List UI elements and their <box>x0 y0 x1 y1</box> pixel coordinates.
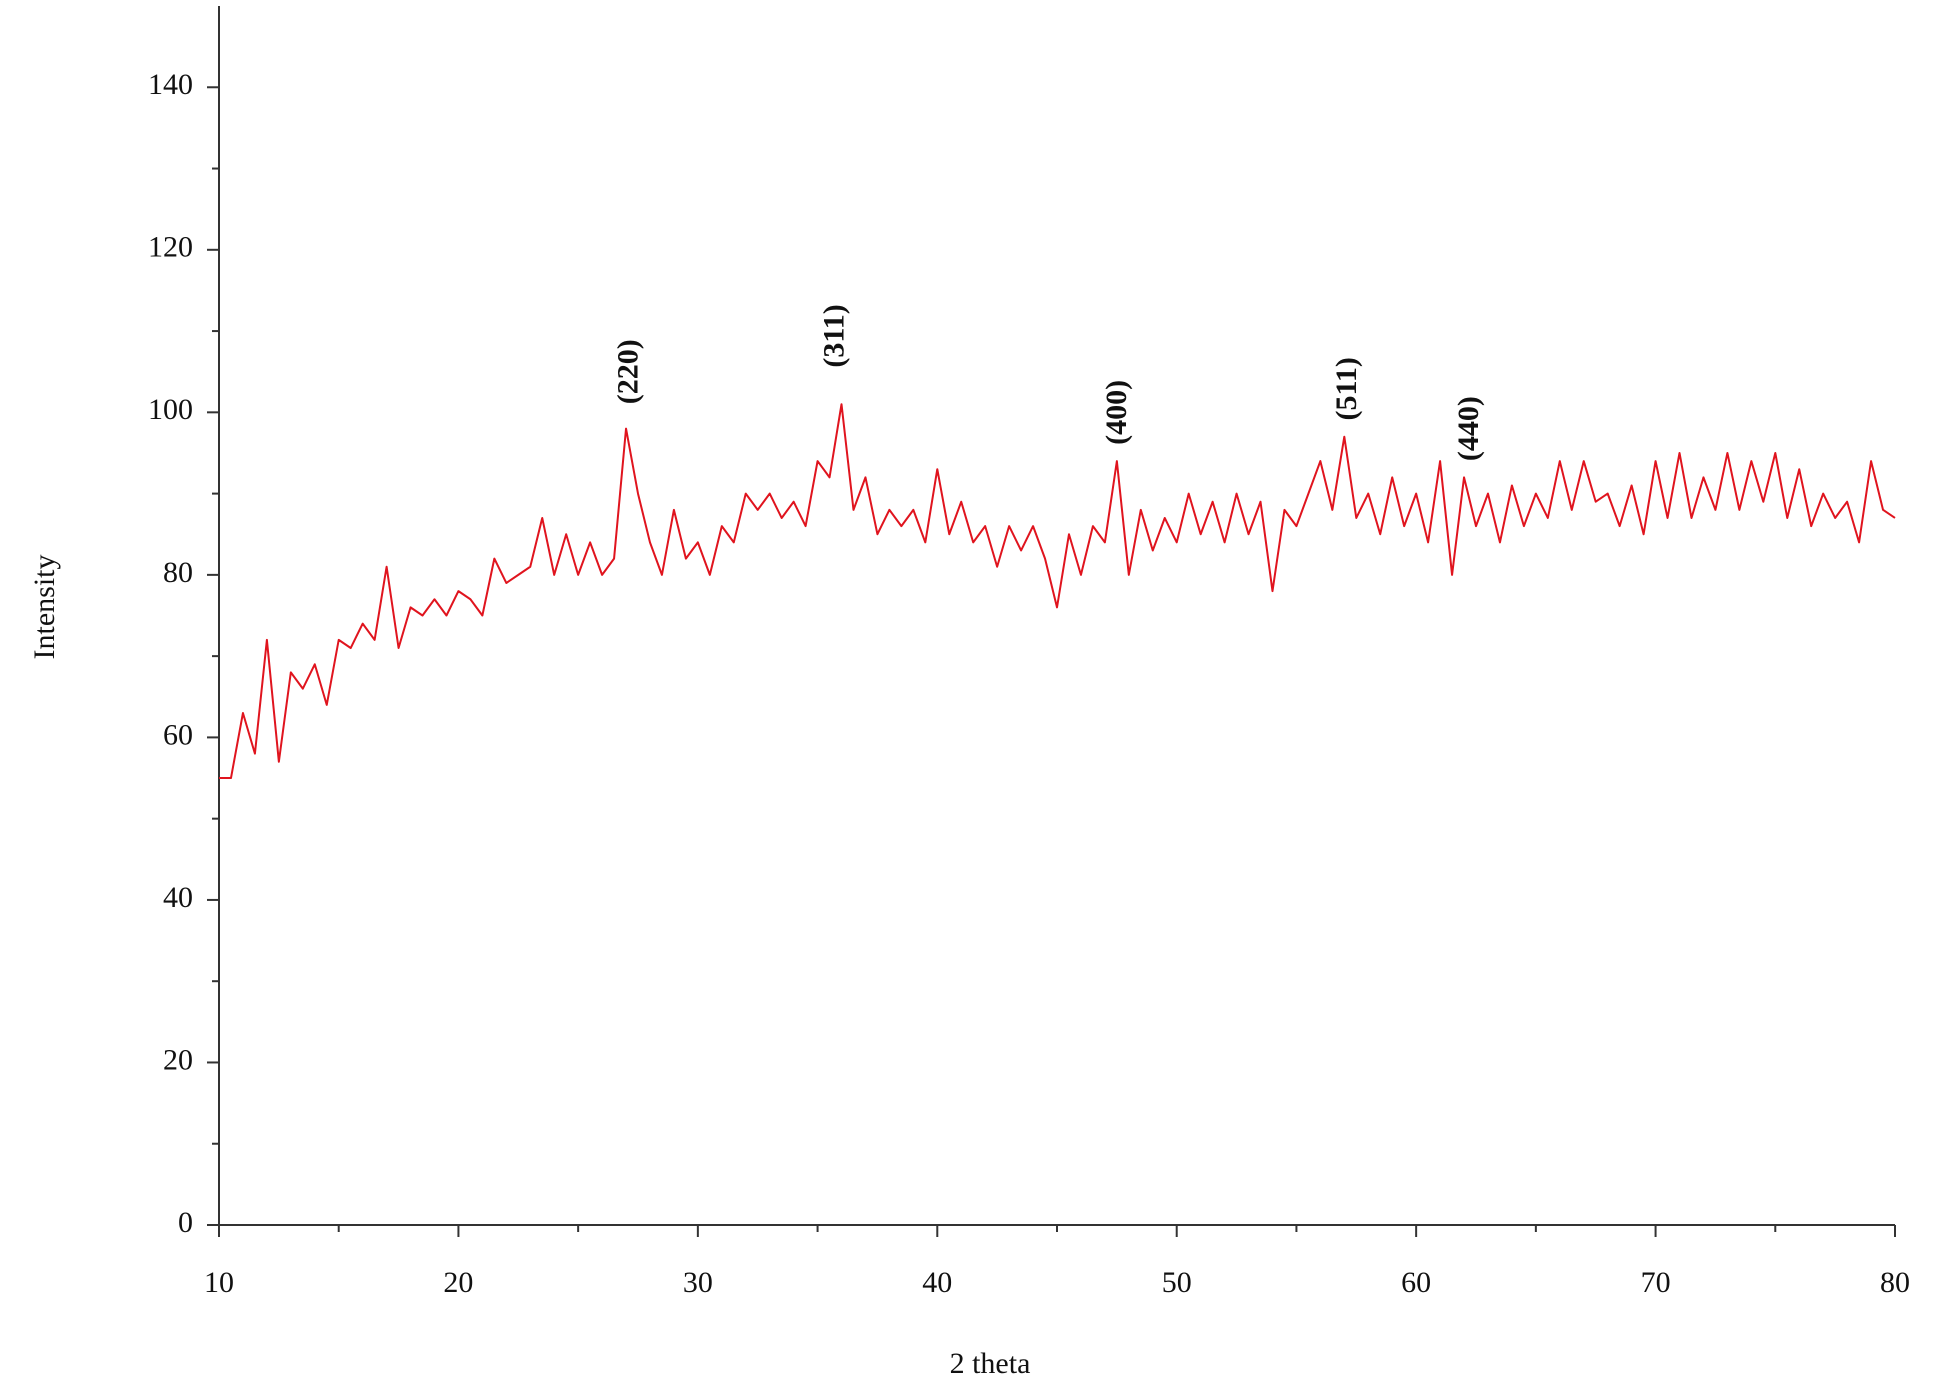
x-tick-label: 20 <box>443 1266 473 1299</box>
y-tick-label: 40 <box>163 881 193 914</box>
y-tick-label: 0 <box>178 1206 193 1239</box>
x-tick-label: 30 <box>683 1266 713 1299</box>
y-tick-label: 20 <box>163 1043 193 1076</box>
x-tick-label: 10 <box>204 1266 234 1299</box>
x-tick-label: 50 <box>1162 1266 1192 1299</box>
peak-label: (511) <box>1330 357 1363 420</box>
y-tick-label: 80 <box>163 556 193 589</box>
y-tick-label: 60 <box>163 718 193 751</box>
x-axis-label: 2 theta <box>950 1347 1031 1380</box>
data-line <box>219 403 1896 780</box>
x-tick-label: 60 <box>1401 1266 1431 1299</box>
y-axis-label: Intensity <box>28 555 61 660</box>
peak-label: (220) <box>612 339 645 404</box>
y-tick-label: 120 <box>148 231 193 264</box>
peak-label: (311) <box>818 304 851 367</box>
peak-label: (400) <box>1100 380 1133 445</box>
x-tick-label: 70 <box>1641 1266 1671 1299</box>
y-tick-label: 100 <box>148 393 193 426</box>
x-tick-label: 40 <box>922 1266 952 1299</box>
peak-label: (440) <box>1452 396 1485 461</box>
x-tick-label: 80 <box>1880 1266 1910 1299</box>
y-tick-label: 140 <box>148 68 193 101</box>
